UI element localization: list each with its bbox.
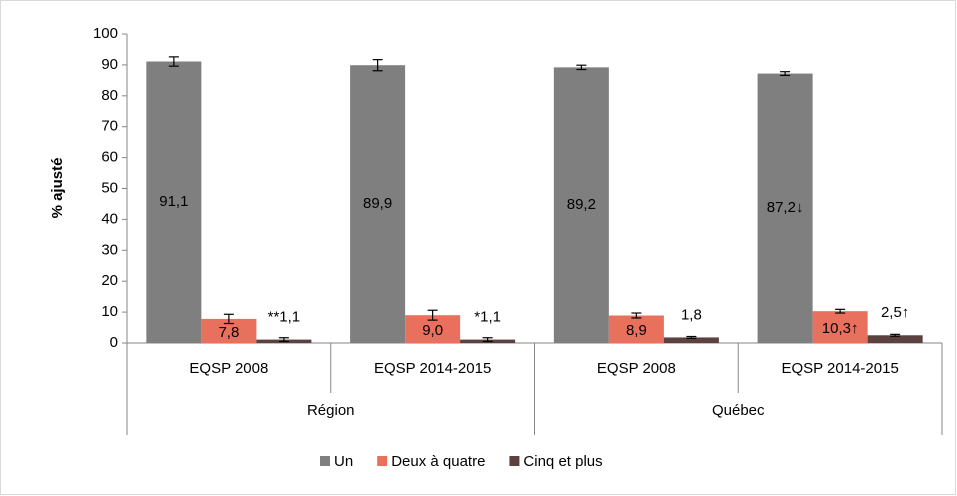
data-label: 9,0	[422, 322, 443, 339]
legend-label: Cinq et plus	[523, 453, 602, 470]
group-label: Québec	[712, 402, 765, 419]
bar	[867, 335, 923, 343]
group-label: Région	[307, 402, 355, 419]
y-tick-label: 0	[110, 334, 118, 351]
x-tick-label: EQSP 2008	[189, 360, 268, 377]
data-label: 1,8	[681, 306, 702, 323]
y-tick-label: 90	[101, 56, 118, 73]
legend-swatch	[509, 456, 520, 466]
y-tick-label: 20	[101, 272, 118, 289]
x-tick-label: EQSP 2008	[597, 360, 676, 377]
bar	[757, 73, 813, 343]
legend-swatch	[320, 456, 330, 466]
data-label: 89,2	[567, 196, 596, 213]
y-tick-label: 50	[101, 179, 118, 196]
bar	[663, 337, 719, 343]
data-label: 89,9	[363, 195, 392, 212]
legend-label: Un	[334, 453, 353, 470]
y-axis-label: % ajusté	[49, 158, 66, 219]
y-tick-label: 30	[101, 241, 118, 258]
y-tick-label: 10	[101, 303, 118, 320]
bar	[812, 311, 868, 343]
y-tick-label: 80	[101, 87, 118, 104]
data-label: 10,3↑	[822, 320, 859, 337]
bar	[350, 65, 406, 344]
y-tick-label: 100	[93, 25, 118, 42]
data-label: 7,8	[218, 324, 239, 341]
x-tick-label: EQSP 2014-2015	[374, 360, 491, 377]
bar	[553, 67, 609, 343]
data-label: 8,9	[626, 322, 647, 339]
y-tick-label: 60	[101, 149, 118, 166]
data-label: **1,1	[268, 309, 301, 326]
x-tick-label: EQSP 2014-2015	[781, 360, 898, 377]
legend-swatch	[377, 456, 388, 466]
legend-label: Deux à quatre	[391, 453, 485, 470]
data-label: 91,1	[159, 193, 188, 210]
y-tick-label: 40	[101, 210, 118, 227]
bar	[146, 61, 202, 343]
data-label: 2,5↑	[881, 304, 909, 321]
bar	[608, 315, 664, 343]
data-label: 87,2↓	[767, 199, 804, 216]
data-label: *1,1	[474, 309, 501, 326]
y-tick-label: 70	[101, 118, 118, 135]
